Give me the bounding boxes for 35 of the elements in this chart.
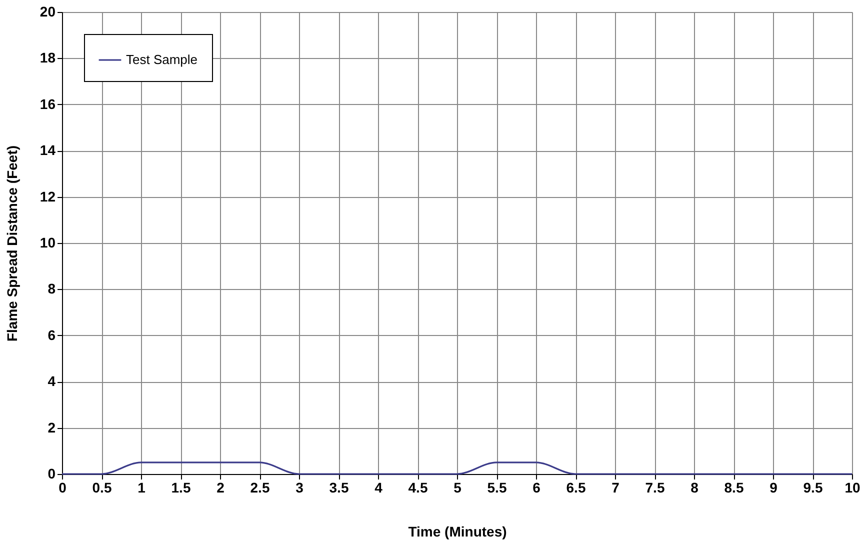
x-axis-title: Time (Minutes) bbox=[408, 524, 507, 540]
x-tick-label: 9.5 bbox=[803, 480, 823, 496]
x-tick-label: 7 bbox=[612, 480, 620, 496]
x-tick-label: 3.5 bbox=[329, 480, 349, 496]
x-tick-label: 6.5 bbox=[566, 480, 586, 496]
x-tick-label: 2.5 bbox=[250, 480, 270, 496]
y-tick-label: 18 bbox=[40, 50, 56, 66]
y-axis-title: Flame Spread Distance (Feet) bbox=[4, 145, 20, 342]
y-tick-label: 16 bbox=[40, 96, 56, 112]
x-tick-label: 2 bbox=[216, 480, 225, 496]
y-tick-label: 12 bbox=[40, 188, 56, 204]
y-tick-label: 8 bbox=[48, 280, 56, 297]
x-tick-label: 9 bbox=[770, 480, 778, 496]
x-tick-label: 8 bbox=[690, 480, 699, 496]
y-tick-label: 10 bbox=[40, 234, 56, 250]
x-tick-label: 5 bbox=[454, 480, 462, 496]
x-tick-label: 4 bbox=[374, 480, 383, 496]
y-tick-label: 20 bbox=[40, 4, 56, 20]
x-tick-label: 7.5 bbox=[645, 480, 665, 496]
legend-label: Test Sample bbox=[126, 52, 198, 67]
x-tick-label: 3 bbox=[296, 480, 304, 496]
y-tick-label: 6 bbox=[48, 326, 56, 343]
y-tick-label: 0 bbox=[48, 466, 56, 482]
x-tick-label: 1 bbox=[138, 480, 146, 496]
x-tick-label: 0 bbox=[58, 480, 67, 496]
y-tick-label: 2 bbox=[48, 419, 56, 436]
y-tick-label: 14 bbox=[40, 142, 56, 158]
x-tick-label: 0.5 bbox=[92, 480, 112, 496]
x-tick-label: 10 bbox=[844, 480, 860, 496]
x-tick-label: 4.5 bbox=[408, 480, 428, 496]
y-tick-label: 4 bbox=[48, 373, 56, 390]
x-tick-label: 6 bbox=[532, 480, 541, 496]
x-tick-label: 1.5 bbox=[171, 480, 191, 496]
x-tick-label: 5.5 bbox=[487, 480, 507, 496]
x-tick-label: 8.5 bbox=[724, 480, 744, 496]
